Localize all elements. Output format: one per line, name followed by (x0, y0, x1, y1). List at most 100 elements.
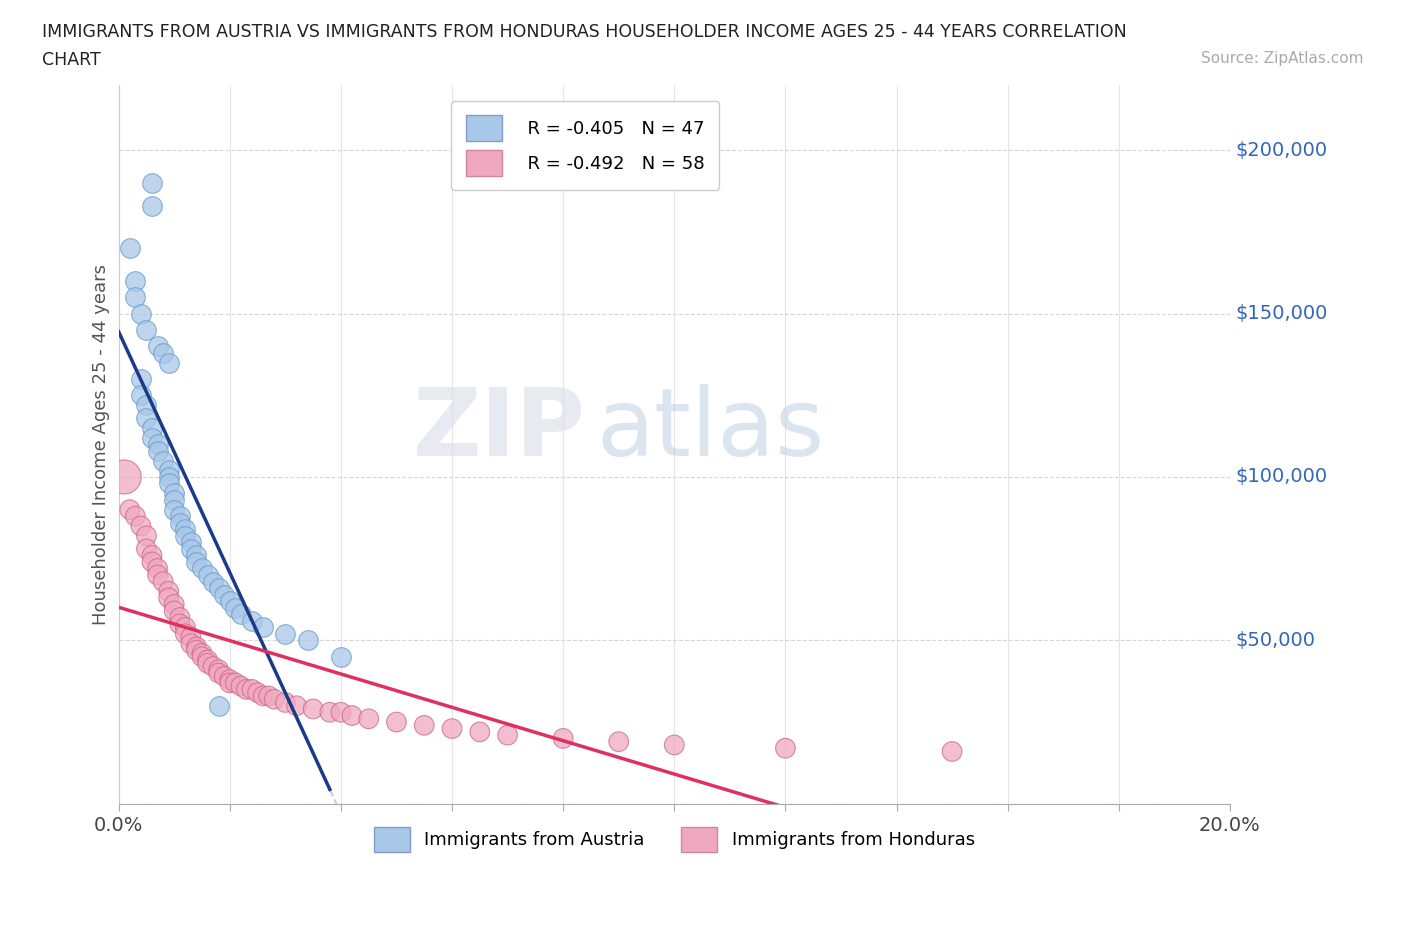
Point (775, 741, 797, 756)
Y-axis label: Householder Income Ages 25 - 44 years: Householder Income Ages 25 - 44 years (93, 264, 110, 625)
Point (329, 705, 352, 720)
Point (180, 541, 202, 556)
Point (191, 646, 214, 661)
Point (163, 485, 186, 500)
Point (468, 724, 491, 739)
Point (212, 587, 235, 602)
Point (124, 290, 146, 305)
Point (135, 541, 157, 556)
Point (169, 515, 191, 530)
Point (157, 591, 180, 605)
Point (202, 574, 225, 589)
Point (218, 675, 240, 690)
Point (141, 198, 163, 213)
Point (163, 604, 186, 618)
Point (146, 567, 169, 582)
Point (135, 411, 157, 426)
Point (124, 509, 146, 524)
Point (257, 688, 280, 703)
Text: $200,000: $200,000 (1236, 140, 1327, 160)
Legend: Immigrants from Austria, Immigrants from Honduras: Immigrants from Austria, Immigrants from… (367, 819, 981, 859)
Point (118, 502, 141, 517)
Point (186, 554, 208, 569)
Point (157, 476, 180, 491)
Point (129, 519, 152, 534)
Point (208, 666, 231, 681)
Point (235, 682, 257, 697)
Point (607, 735, 630, 750)
Point (163, 502, 186, 517)
Point (174, 620, 197, 635)
Point (202, 659, 225, 674)
Point (246, 685, 269, 700)
Point (169, 509, 191, 524)
Text: ZIP: ZIP (412, 384, 585, 476)
Point (180, 636, 202, 651)
Point (146, 444, 169, 458)
Point (152, 345, 174, 360)
Point (186, 643, 208, 658)
Point (129, 388, 152, 403)
Point (191, 561, 214, 576)
Text: $100,000: $100,000 (1236, 468, 1327, 486)
Point (229, 606, 252, 621)
Point (180, 630, 202, 644)
Point (212, 669, 235, 684)
Text: Source: ZipAtlas.com: Source: ZipAtlas.com (1201, 51, 1364, 66)
Point (174, 528, 197, 543)
Point (135, 323, 157, 338)
Point (157, 355, 180, 370)
Text: $150,000: $150,000 (1236, 304, 1327, 323)
Point (664, 737, 686, 752)
Point (329, 649, 352, 664)
Point (112, 470, 135, 485)
Point (274, 627, 297, 642)
Point (141, 554, 163, 569)
Point (229, 679, 252, 694)
Point (197, 656, 219, 671)
Text: $50,000: $50,000 (1236, 631, 1316, 650)
Point (240, 613, 263, 628)
Point (135, 398, 157, 413)
Point (118, 241, 141, 256)
Point (157, 470, 180, 485)
Point (169, 617, 191, 631)
Point (496, 727, 519, 742)
Point (169, 610, 191, 625)
Point (941, 744, 963, 759)
Point (224, 600, 246, 615)
Point (157, 463, 180, 478)
Point (357, 711, 380, 726)
Point (129, 306, 152, 321)
Point (157, 584, 180, 599)
Text: IMMIGRANTS FROM AUSTRIA VS IMMIGRANTS FROM HONDURAS HOUSEHOLDER INCOME AGES 25 -: IMMIGRANTS FROM AUSTRIA VS IMMIGRANTS FR… (42, 23, 1128, 41)
Point (252, 688, 274, 703)
Point (186, 548, 208, 563)
Point (141, 420, 163, 435)
Point (224, 675, 246, 690)
Point (141, 431, 163, 445)
Point (197, 653, 219, 668)
Point (141, 548, 163, 563)
Point (208, 662, 231, 677)
Point (297, 633, 319, 648)
Point (152, 453, 174, 468)
Point (191, 649, 214, 664)
Point (174, 627, 197, 642)
Point (180, 535, 202, 550)
Point (340, 708, 363, 723)
Point (208, 580, 231, 595)
Point (135, 528, 157, 543)
Point (152, 574, 174, 589)
Point (146, 437, 169, 452)
Point (441, 721, 464, 736)
Text: CHART: CHART (42, 51, 101, 69)
Point (163, 597, 186, 612)
Point (141, 176, 163, 191)
Text: atlas: atlas (596, 384, 825, 476)
Point (252, 620, 274, 635)
Point (302, 701, 325, 716)
Point (413, 718, 436, 733)
Point (218, 593, 240, 608)
Point (274, 695, 297, 710)
